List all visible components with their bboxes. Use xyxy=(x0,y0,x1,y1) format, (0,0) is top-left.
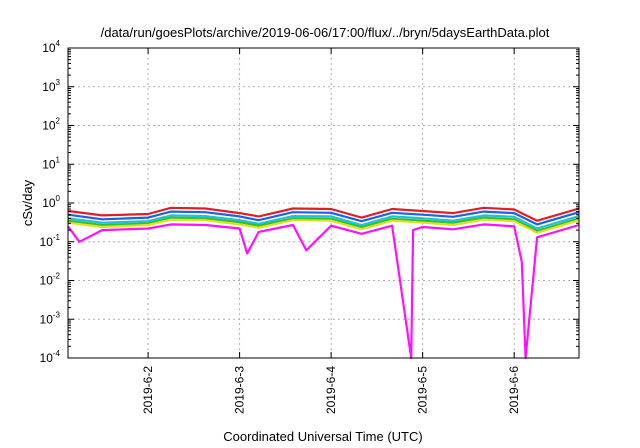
x-tick-label: 2019-6-2 xyxy=(141,366,155,414)
series-line-1 xyxy=(67,206,580,222)
series-line-6 xyxy=(67,223,580,360)
series-line-2 xyxy=(67,210,580,226)
x-tick-label: 2019-6-4 xyxy=(324,366,338,414)
x-axis-label: Coordinated Universal Time (UTC) xyxy=(223,429,422,444)
y-axis: 10-4 10-3 10-2 10-1 100 101 102 103 104 xyxy=(40,39,579,365)
y-tick-label: 10-2 xyxy=(40,272,61,288)
y-tick-label: 10-4 xyxy=(40,349,61,365)
y-tick-label: 103 xyxy=(42,78,60,94)
x-axis: 2019-6-2 2019-6-3 2019-6-4 2019-6-5 2019-6-6 xyxy=(141,48,521,414)
series-line-4 xyxy=(67,216,580,232)
y-tick-label: 102 xyxy=(42,117,60,133)
y-tick-label: 10-1 xyxy=(40,233,61,249)
y-tick-label: 10-3 xyxy=(40,310,61,326)
series-layer xyxy=(67,206,580,360)
grid xyxy=(68,48,579,358)
x-tick-label: 2019-6-6 xyxy=(507,366,521,414)
series-line-5 xyxy=(67,218,580,234)
y-tick-label: 100 xyxy=(42,194,60,210)
series-line-3 xyxy=(67,214,580,230)
x-tick-label: 2019-6-5 xyxy=(416,366,430,414)
x-tick-label: 2019-6-3 xyxy=(233,366,247,414)
y-tick-label: 101 xyxy=(42,155,60,171)
y-tick-label: 104 xyxy=(42,39,60,55)
chart-title: /data/run/goesPlots/archive/2019-06-06/1… xyxy=(101,25,550,40)
y-axis-label: cSv/day xyxy=(20,179,35,226)
